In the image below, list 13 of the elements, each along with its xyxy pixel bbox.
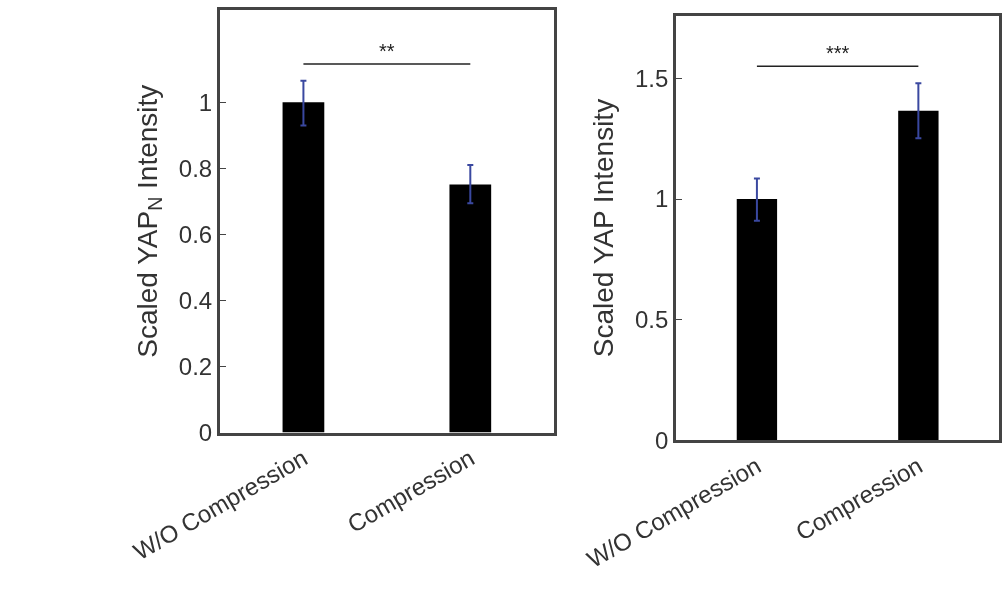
y-tick-label: 1 <box>655 185 669 213</box>
y-tick-label: 0.5 <box>635 306 669 334</box>
y-tick-label: 0.8 <box>178 154 213 182</box>
annotation: *** <box>826 42 850 64</box>
y-axis-title: Scaled YAP Intensity <box>587 98 619 358</box>
y-tick-label: 1 <box>198 88 213 116</box>
y-tick-label: 1.5 <box>635 64 669 92</box>
y-tick-label: 0 <box>198 418 213 446</box>
y-tick-label: 0.6 <box>178 220 213 248</box>
annotation: ** <box>379 40 395 62</box>
y-tick-label: 0 <box>655 426 669 454</box>
y-tick-label: 0.4 <box>178 286 213 314</box>
y-tick-label: 0.2 <box>178 352 213 380</box>
